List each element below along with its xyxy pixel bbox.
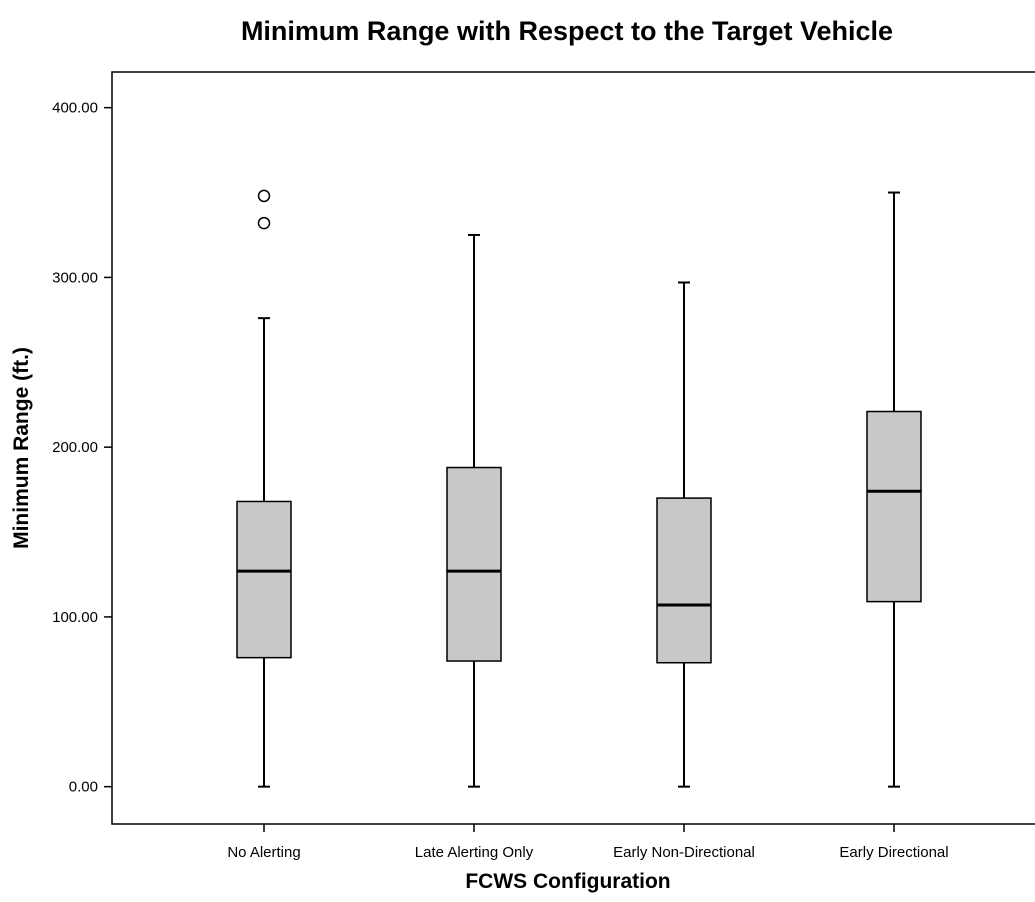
iqr-box — [446, 466, 502, 662]
y-axis-title: Minimum Range (ft.) — [10, 347, 33, 549]
x-axis-title: FCWS Configuration — [465, 870, 670, 893]
y-tick-label: 300.00 — [52, 269, 98, 286]
boxes-group — [236, 189, 922, 788]
y-tick-label: 0.00 — [69, 779, 98, 796]
x-axis: No Alerting Late Alerting Only Early Non-D… — [227, 824, 949, 861]
iqr-box — [656, 497, 712, 664]
iqr-box — [236, 500, 292, 659]
outlier-point — [257, 189, 271, 203]
box-3 — [866, 191, 922, 788]
x-tick-label: Early Non-Directional — [613, 844, 755, 861]
x-tick-label: Late Alerting Only — [415, 844, 534, 861]
x-tick-label: No Alerting — [227, 844, 300, 861]
box-0 — [236, 189, 292, 788]
plot-frame — [111, 71, 1035, 825]
chart-title: Minimum Range with Respect to the Target… — [241, 16, 893, 46]
y-tick-label: 100.00 — [52, 609, 98, 626]
y-tick-label: 200.00 — [52, 439, 98, 456]
box-1 — [446, 233, 502, 788]
iqr-box — [866, 410, 922, 603]
outlier-point — [257, 216, 271, 230]
x-tick-label: Early Directional — [839, 844, 948, 861]
y-tick-label: 400.00 — [52, 100, 98, 117]
box-2 — [656, 281, 712, 788]
y-axis: 0.00 100.00 200.00 300.00 400.00 — [52, 100, 112, 796]
